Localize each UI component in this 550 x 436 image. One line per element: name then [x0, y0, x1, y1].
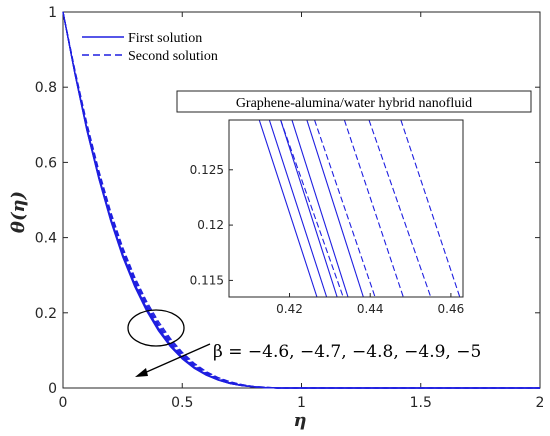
- inset-y-tick-label: 0.12: [197, 218, 224, 232]
- inset-second-solution-line: [280, 120, 344, 297]
- y-tick-label: 0.6: [35, 155, 57, 171]
- inset-second-solution-line: [343, 120, 404, 297]
- inset-title: Graphene-alumina/water hybrid nanofluid: [236, 96, 472, 111]
- second-solution-line-beta-m5: [62, 11, 540, 389]
- inset-y-ticks: 0.115 0.12 0.125: [190, 163, 233, 287]
- x-tick-label: 1.5: [410, 395, 432, 411]
- y-tick-label: 0.2: [35, 306, 57, 322]
- legend-label-second-solution: Second solution: [128, 49, 218, 64]
- beta-annotation: β = −4.6, −4.7, −4.8, −4.9, −5: [213, 342, 481, 362]
- x-axis-label: η: [293, 410, 306, 431]
- inset-y-tick-label: 0.125: [190, 163, 224, 177]
- inset-x-ticks: 0.42 0.44 0.46: [276, 293, 464, 316]
- inset-y-tick-label: 0.115: [190, 273, 224, 287]
- legend-label-first-solution: First solution: [128, 31, 202, 46]
- inset-first-solution-line: [306, 120, 364, 297]
- annotation-arrow-shaft: [141, 343, 211, 375]
- inset-first-solution-line: [280, 120, 338, 297]
- legend: First solution Second solution: [82, 31, 218, 64]
- x-tick-label: 0: [59, 395, 68, 411]
- annotation-arrow-head: [135, 368, 148, 377]
- x-tick-label: 0.5: [171, 395, 193, 411]
- inset-series-lines: [258, 120, 461, 297]
- inset-first-solution-line: [258, 120, 318, 297]
- y-tick-label: 1: [48, 5, 57, 21]
- x-tick-label: 1: [297, 395, 306, 411]
- inset-title-frame: [176, 90, 532, 113]
- y-axis-ticks: 0 0.2 0.4 0.6 0.8 1: [35, 5, 540, 397]
- inset-frame: [228, 119, 464, 298]
- inset-second-solution-line: [400, 120, 461, 297]
- y-tick-label: 0.4: [35, 231, 57, 247]
- y-tick-label: 0: [48, 381, 57, 397]
- inset-first-solution-line: [268, 120, 328, 297]
- x-axis-ticks: 0 0.5 1 1.5 2: [59, 12, 545, 411]
- y-tick-label: 0.8: [35, 80, 57, 96]
- y-axis-label: θ(η): [8, 191, 29, 233]
- inset-background: [229, 120, 463, 297]
- inset-x-tick-label: 0.42: [276, 302, 303, 316]
- inset-x-tick-label: 0.46: [438, 302, 465, 316]
- main-series-lines: [62, 11, 540, 389]
- inset-second-solution-line: [368, 120, 432, 297]
- highlight-ellipse: [127, 309, 185, 347]
- inset-x-tick-label: 0.44: [357, 302, 384, 316]
- inset-second-solution-line: [314, 120, 376, 297]
- inset-title-box: Graphene-alumina/water hybrid nanofluid: [176, 90, 532, 113]
- x-tick-label: 2: [536, 395, 545, 411]
- inset-first-solution-line: [291, 120, 349, 297]
